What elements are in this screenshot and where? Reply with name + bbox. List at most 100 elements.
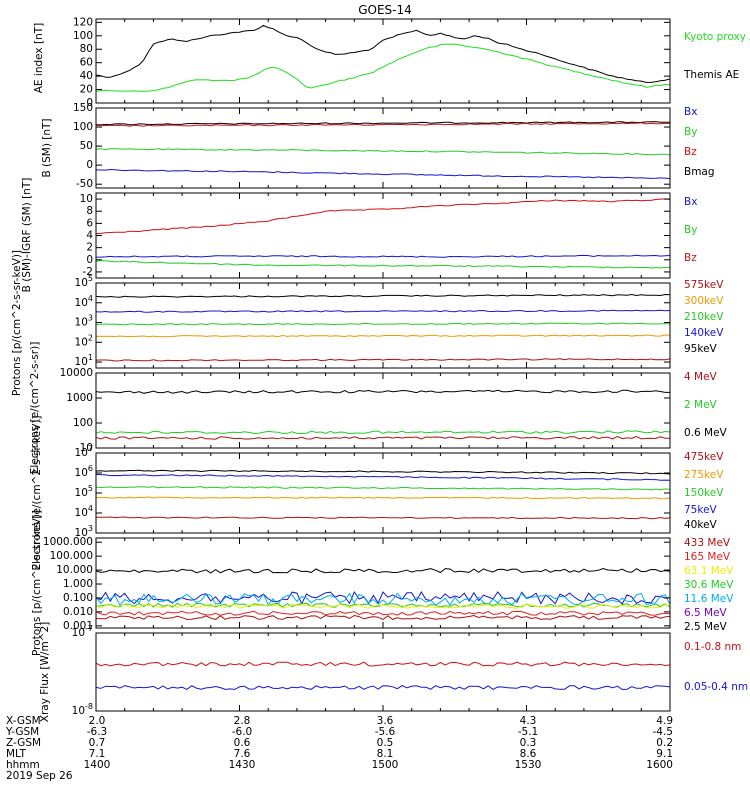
- y-tick-label: 10: [80, 442, 93, 454]
- legend-433-mev: 433 MeV: [684, 537, 731, 549]
- y-tick-label: 1000.000: [43, 536, 93, 548]
- series-line-bx: [95, 168, 671, 180]
- y-tick-label: 105: [75, 274, 93, 289]
- footer-value: 4.3: [520, 715, 537, 727]
- footer-value: 4.9: [656, 715, 673, 727]
- y-axis-label: B (SM)-IGRF (SM) [nT]: [21, 178, 33, 293]
- y-tick-label: 8: [86, 205, 93, 217]
- footer-value: 7.6: [234, 748, 251, 760]
- y-tick-label: -50: [76, 178, 93, 190]
- series-line-475kev: [95, 516, 671, 520]
- y-tick-label: 80: [80, 43, 93, 55]
- panel-frame: [95, 372, 671, 449]
- series-line-300kev: [95, 334, 671, 338]
- panel-frame: [95, 18, 671, 104]
- y-tick-label: 10000: [60, 367, 93, 379]
- legend-210kev: 210keV: [684, 311, 724, 323]
- y-tick-label: 0: [86, 97, 93, 109]
- footer-value: 8.6: [520, 748, 537, 760]
- footer-value: -5.6: [375, 726, 396, 738]
- y-tick-label: 0: [86, 159, 93, 171]
- y-tick-label: 103: [75, 524, 93, 539]
- y-tick-label: 50: [80, 140, 93, 152]
- y-tick-label: 0.010: [63, 606, 93, 618]
- series-line-0-6-mev: [95, 389, 670, 394]
- y-tick-label: 10-7: [72, 624, 93, 639]
- series-line-575kev: [95, 358, 671, 362]
- legend-300kev: 300keV: [684, 295, 724, 307]
- series-line-433-mev: [95, 614, 671, 620]
- footer-value: 2.8: [234, 715, 251, 727]
- footer-row-label: X-GSM: [6, 715, 41, 727]
- legend-165-mev: 165 MeV: [684, 551, 731, 563]
- series-line-bz: [95, 122, 671, 127]
- y-tick-label: 60: [80, 57, 93, 69]
- y-tick-label: 10-8: [72, 702, 93, 717]
- panel-frame: [95, 452, 671, 534]
- series-line-bx: [95, 254, 671, 258]
- footer-value: 2.0: [89, 715, 106, 727]
- y-tick-label: 105: [75, 484, 93, 499]
- legend-40kev: 40keV: [684, 519, 718, 531]
- series-line-0-1-0-8-nm: [95, 661, 671, 667]
- legend-4-mev: 4 MeV: [684, 371, 718, 383]
- y-tick-label: 101: [75, 353, 93, 368]
- legend-bmag: Bmag: [684, 166, 715, 178]
- footer-row-label: hhmm: [6, 759, 40, 771]
- y-tick-label: 103: [75, 314, 93, 329]
- footer-value: 1530: [515, 759, 542, 771]
- series-line-kyoto-proxy-ae: [95, 43, 671, 92]
- panel-frame: [95, 107, 671, 189]
- y-tick-label: -2: [83, 266, 93, 278]
- footer-row-label: Y-GSM: [5, 726, 39, 738]
- series-line-bmag: [95, 121, 671, 126]
- series-line-0-05-0-4-nm: [95, 685, 671, 690]
- footer-row-label: Z-GSM: [6, 737, 41, 749]
- series-line-bz: [95, 198, 671, 235]
- series-line-2-5-mev: [95, 567, 671, 574]
- series-line-140kev: [95, 309, 671, 313]
- legend-6-5-mev: 6.5 MeV: [684, 607, 728, 619]
- y-tick-label: 107: [75, 444, 93, 459]
- footer-value: 0.2: [656, 737, 673, 749]
- footer-value: 3.6: [377, 715, 394, 727]
- legend-140kev: 140keV: [684, 327, 724, 339]
- series-line-275kev: [95, 496, 671, 500]
- series-line-themis-ae: [95, 24, 671, 83]
- series-line-4-mev: [95, 435, 670, 440]
- y-tick-label: 2: [86, 242, 93, 254]
- y-tick-label: 100: [73, 30, 93, 42]
- legend-2-5-mev: 2.5 MeV: [684, 621, 728, 633]
- legend-bx: Bx: [684, 196, 697, 208]
- y-axis-label: Electrons [e/(cm^2-s-sr)]: [29, 342, 41, 475]
- y-axis-label: Xray Flux [W/m^2]: [39, 622, 51, 722]
- y-axis-label: AE index [nT]: [33, 23, 45, 93]
- legend-30-6-mev: 30.6 MeV: [684, 579, 734, 591]
- panel-8: 10-8 10-7 Xray Flux [W/m^2] 0.1-0.8 nm 0.05-…: [39, 622, 748, 722]
- y-axis-label: Electrons [e/(cm^2-s-sr-keV)]: [31, 415, 43, 570]
- legend-by: By: [684, 224, 697, 236]
- y-tick-label: 104: [75, 504, 93, 519]
- footer-value: 1600: [646, 759, 673, 771]
- legend-575kev: 575keV: [684, 279, 724, 291]
- series-line-40kev: [95, 469, 671, 475]
- legend-0-1-0-8-nm: 0.1-0.8 nm: [684, 641, 741, 653]
- legend-475kev: 475keV: [684, 451, 724, 463]
- footer-value: 1500: [372, 759, 399, 771]
- panel-6: 103 104 105 106 107 Electrons [e/(cm^2-s-sr-k…: [31, 415, 724, 570]
- y-tick-label: 6: [86, 217, 93, 229]
- y-tick-label: 0: [86, 254, 93, 266]
- legend-2-mev: 2 MeV: [684, 399, 718, 411]
- legend-bz: Bz: [684, 146, 697, 158]
- legend-themis-ae: Themis AE: [683, 69, 739, 81]
- plot-title: GOES-14: [358, 3, 412, 17]
- y-tick-label: 120: [73, 16, 93, 28]
- series-line-210kev: [95, 322, 670, 326]
- y-tick-label: 10: [80, 193, 93, 205]
- footer-value: 0.7: [89, 737, 106, 749]
- y-tick-label: 1.000: [63, 578, 93, 590]
- series-line-11-6-mev: [95, 592, 671, 607]
